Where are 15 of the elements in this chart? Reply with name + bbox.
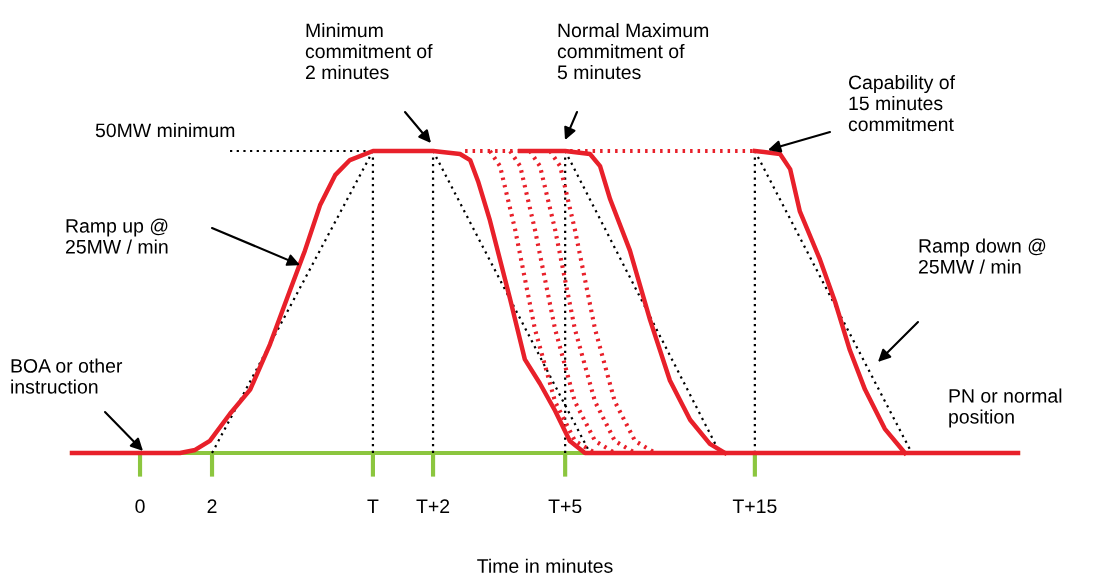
text: 50MW minimum (95, 122, 235, 138)
x-tick-label: T+5 (548, 499, 582, 514)
x-tick-label: 2 (207, 499, 217, 513)
annotation: Ramp down @ 25MW / min (918, 238, 1046, 274)
x-tick-label: T (367, 499, 379, 513)
annotation: BOA or other instruction (11, 358, 123, 394)
text: Minimum commitment of 2 minutes (305, 22, 433, 80)
x-tick-label: T+15 (732, 499, 777, 514)
annotation: PN or normal position (949, 388, 1062, 428)
x-tick-label: 0 (135, 499, 145, 514)
text: Normal Maximum commitment of 5 minutes (557, 22, 709, 80)
annotation: Ramp up @ 25MW / min (65, 218, 168, 254)
x-tick-label: T+2 (416, 499, 450, 513)
text: Capability of 15 minutes commitment (848, 74, 956, 132)
x-axis-title: Time in minutes (477, 558, 613, 573)
